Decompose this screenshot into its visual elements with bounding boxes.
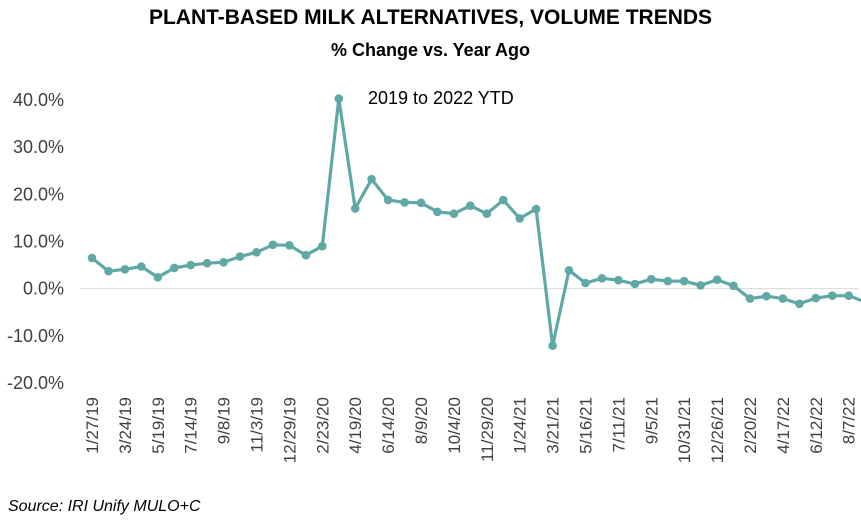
data-point: [828, 291, 837, 301]
data-point: [268, 240, 278, 250]
x-tick-label: 9/8/19: [215, 397, 234, 444]
data-point: [515, 214, 524, 223]
data-point: [630, 279, 640, 289]
data-point: [712, 275, 722, 285]
data-point: [137, 262, 146, 271]
data-point: [400, 198, 409, 207]
data-point: [350, 204, 360, 213]
data-point: [433, 207, 442, 217]
source-note: Source: IRI Unify MULO+C: [8, 498, 201, 515]
x-tick-label: 11/29/20: [478, 397, 497, 462]
x-tick-label: 4/19/20: [346, 397, 365, 454]
x-tick-label: 5/19/19: [149, 397, 168, 454]
data-point: [811, 293, 821, 303]
x-tick-label: 10/4/20: [445, 397, 464, 454]
data-point: [202, 258, 212, 268]
data-point: [597, 274, 607, 283]
data-point: [548, 341, 557, 351]
data-point: [778, 294, 788, 303]
y-tick-label: 20.0%: [13, 184, 64, 204]
data-point: [762, 291, 771, 301]
data-point: [795, 299, 804, 309]
data-point: [466, 201, 475, 210]
x-tick-label: 2/20/22: [741, 397, 760, 454]
data-point: [87, 253, 97, 263]
data-point: [449, 209, 459, 218]
data-point: [252, 248, 261, 257]
x-tick-label: 2/23/20: [313, 397, 332, 454]
data-point: [153, 273, 163, 282]
data-point: [170, 263, 179, 273]
data-point: [679, 276, 689, 286]
data-point: [104, 266, 113, 276]
x-tick-label: 1/24/21: [511, 397, 530, 454]
x-tick-label: 7/14/19: [182, 397, 201, 454]
x-tick-label: 4/17/22: [774, 397, 793, 454]
x-tick-label: 8/7/22: [840, 397, 859, 444]
data-point: [235, 252, 245, 261]
y-tick-label: 0.0%: [23, 279, 64, 299]
data-point: [219, 258, 228, 267]
data-point: [663, 276, 673, 286]
data-point: [696, 281, 705, 290]
y-tick-label: 40.0%: [13, 90, 64, 110]
chart-annotation: 2019 to 2022 YTD: [368, 88, 514, 108]
data-point: [186, 260, 195, 270]
data-point: [301, 250, 311, 260]
y-tick-label: 30.0%: [13, 137, 64, 157]
x-tick-label: 7/11/21: [609, 397, 628, 452]
data-point: [729, 281, 738, 291]
data-point: [367, 174, 376, 184]
data-point: [120, 265, 130, 274]
y-tick-label: -20.0%: [7, 373, 64, 393]
x-tick-label: 5/16/21: [577, 397, 596, 454]
y-tick-label: -10.0%: [7, 326, 64, 346]
x-tick-label: 10/31/21: [675, 397, 694, 463]
data-point: [844, 291, 853, 301]
data-point: [564, 266, 574, 275]
x-tick-label: 8/9/20: [412, 397, 431, 444]
x-tick-label: 12/26/21: [708, 397, 727, 463]
x-tick-label: 11/3/19: [248, 397, 267, 452]
data-point: [499, 195, 508, 205]
chart-subtitle: % Change vs. Year Ago: [330, 40, 531, 60]
x-tick-label: 12/29/19: [280, 397, 299, 463]
data-point: [416, 198, 426, 208]
data-point: [614, 275, 623, 285]
y-tick-label: 10.0%: [13, 232, 64, 252]
x-tick-label: 9/5/21: [642, 397, 661, 444]
x-tick-label: 6/14/20: [379, 397, 398, 454]
data-point: [383, 195, 393, 205]
data-point: [482, 209, 492, 218]
data-point: [745, 294, 755, 303]
series-line: [91, 96, 861, 348]
x-tick-label: 6/12/22: [807, 397, 826, 454]
data-point: [285, 241, 294, 250]
chart-title: PLANT-BASED MILK ALTERNATIVES, VOLUME TR…: [148, 6, 713, 29]
data-point: [647, 274, 656, 284]
x-tick-label: 1/27/19: [83, 397, 102, 454]
data-point: [581, 278, 590, 288]
x-tick-label: 3/21/21: [544, 397, 563, 454]
data-point: [334, 94, 344, 103]
data-point: [318, 241, 327, 251]
x-tick-label: 3/24/19: [116, 397, 135, 454]
data-point: [531, 204, 541, 214]
